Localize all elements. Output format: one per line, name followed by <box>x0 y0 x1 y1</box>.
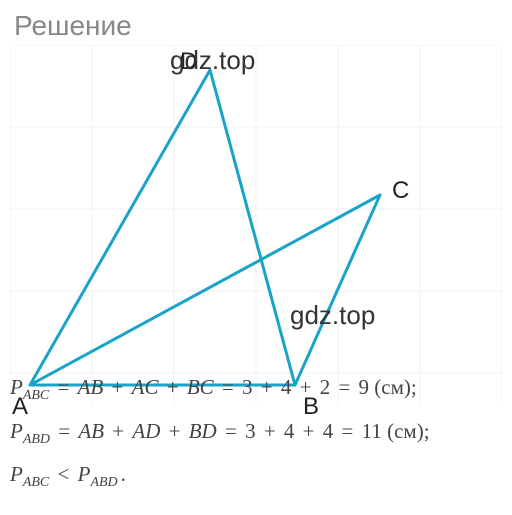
watermark-2: gdz.top <box>290 300 375 331</box>
formula-comparison: PABC < PABD. <box>10 462 502 491</box>
page-title: Решение <box>14 10 132 42</box>
formula-area: PABC = AB + AC + BC = 3 + 4 + 2 = 9 (см)… <box>10 375 502 505</box>
formula-perimeter-abd: PABD = AB + AD + BD = 3 + 4 + 4 = 11 (см… <box>10 419 502 448</box>
diagram-svg <box>10 45 502 405</box>
geometry-diagram: ABCDgdz.topgdz.top <box>10 45 502 405</box>
triangle-abd <box>30 70 295 385</box>
watermark-1: gdz.top <box>170 45 255 76</box>
formula-perimeter-abc: PABC = AB + AC + BC = 3 + 4 + 2 = 9 (см)… <box>10 375 502 404</box>
triangle-abc <box>30 195 380 385</box>
grid <box>10 45 502 405</box>
vertex-label-c: C <box>392 177 409 205</box>
